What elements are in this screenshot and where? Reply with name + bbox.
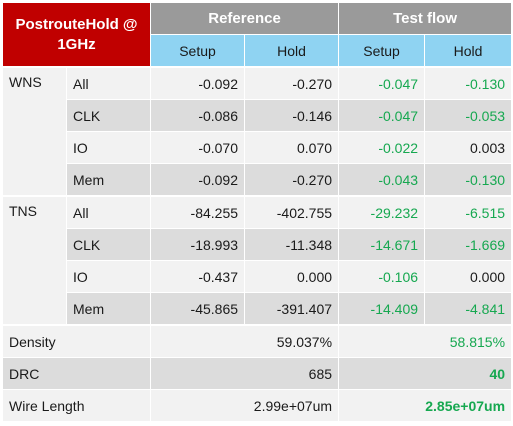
tf-setup-header: Setup [338,34,426,68]
tf-setup-cell: -0.043 [338,163,426,197]
drc-tf-value: 40 [338,357,513,390]
drc-row: DRC 685 40 [1,357,513,390]
wire-length-ref-value: 2.99e+07um [150,389,340,422]
drc-label: DRC [1,357,152,390]
tf-setup-cell: -14.671 [338,228,426,261]
ref-setup-cell: -18.993 [150,228,246,261]
wire-length-tf-value: 2.85e+07um [338,389,513,422]
ref-hold-cell: -0.146 [244,99,340,132]
group-header-row: PostrouteHold @ 1GHz Reference Test flow [1,2,513,68]
tf-hold-cell: -6.515 [424,195,513,229]
table-row: IO -0.070 0.070 -0.022 0.003 [3,131,513,164]
ref-setup-cell: -45.865 [150,292,246,326]
table-row: TNS All -84.255 -402.755 -29.232 -6.515 [2,195,513,326]
ref-setup-cell: -0.070 [150,131,246,164]
category-cell: All [65,66,152,100]
reference-group-header: Reference [150,2,340,35]
ref-setup-cell: -0.086 [150,99,246,132]
tf-hold-cell: -4.841 [424,292,513,326]
density-label: Density [1,324,152,358]
tf-hold-cell: -0.053 [424,99,513,132]
ref-hold-cell: -0.270 [244,66,340,100]
tf-hold-cell: 0.000 [424,260,513,293]
table-row: Mem -0.092 -0.270 -0.043 -0.130 [3,163,513,197]
density-tf-value: 58.815% [338,324,513,358]
category-cell: Mem [65,292,152,326]
wire-length-label: Wire Length [1,389,152,422]
ref-hold-cell: -402.755 [244,195,340,229]
category-cell: IO [65,131,152,164]
ref-hold-cell: 0.000 [244,260,340,293]
corner-label: PostrouteHold @ 1GHz [1,2,152,68]
tf-hold-header: Hold [424,34,513,68]
ref-setup-cell: -84.255 [150,195,246,229]
ref-hold-cell: -0.270 [244,163,340,197]
density-ref-value: 59.037% [150,324,340,358]
ref-hold-cell: 0.070 [244,131,340,164]
tf-hold-cell: 0.003 [424,131,513,164]
category-cell: CLK [65,228,152,261]
category-cell: All [65,195,152,229]
ref-setup-header: Setup [150,34,246,68]
ref-setup-cell: -0.092 [150,66,246,100]
wire-length-row: Wire Length 2.99e+07um 2.85e+07um [1,389,513,422]
table-row: IO -0.437 0.000 -0.106 0.000 [3,260,513,293]
table-row: WNS All -0.092 -0.270 -0.047 -0.130 [2,66,513,197]
tf-hold-cell: -0.130 [424,163,513,197]
tf-setup-cell: -0.106 [338,260,426,293]
category-cell: CLK [65,99,152,132]
tf-setup-cell: -0.047 [338,99,426,132]
tf-hold-cell: -1.669 [424,228,513,261]
table-row: CLK -18.993 -11.348 -14.671 -1.669 [3,228,513,261]
tf-setup-cell: -0.022 [338,131,426,164]
ref-hold-header: Hold [244,34,340,68]
ref-hold-cell: -11.348 [244,228,340,261]
table-row: Mem -45.865 -391.407 -14.409 -4.841 [3,292,513,326]
drc-ref-value: 685 [150,357,340,390]
density-row: Density 59.037% 58.815% [1,324,513,358]
tf-hold-cell: -0.130 [424,66,513,100]
category-cell: IO [65,260,152,293]
category-cell: Mem [65,163,152,197]
table-row: CLK -0.086 -0.146 -0.047 -0.053 [3,99,513,132]
sub-header-row: Setup Hold Setup Hold [3,34,513,68]
testflow-group-header: Test flow [338,2,513,35]
wns-label: WNS [2,66,67,197]
tf-setup-cell: -14.409 [338,292,426,326]
ref-setup-cell: -0.437 [150,260,246,293]
ref-hold-cell: -391.407 [244,292,340,326]
tns-label: TNS [2,195,67,326]
ref-setup-cell: -0.092 [150,163,246,197]
tf-setup-cell: -0.047 [338,66,426,100]
tf-setup-cell: -29.232 [338,195,426,229]
